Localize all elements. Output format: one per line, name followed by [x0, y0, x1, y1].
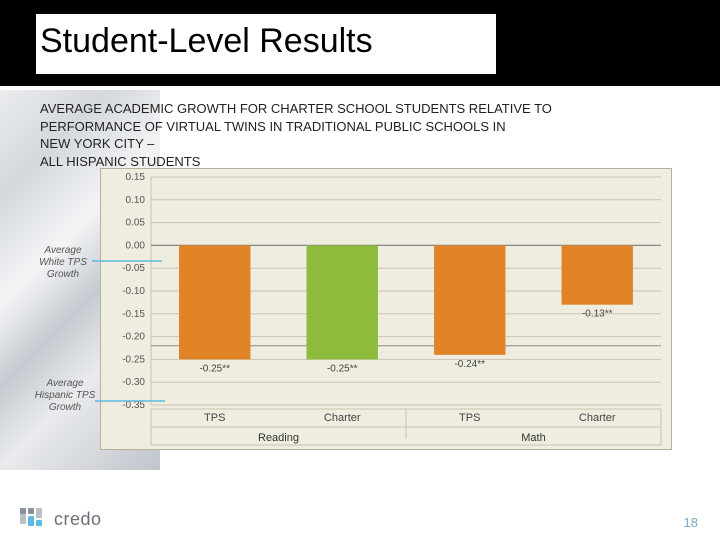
svg-text:Math: Math [521, 432, 545, 444]
svg-text:Charter: Charter [324, 412, 361, 424]
svg-text:-0.15: -0.15 [122, 309, 145, 320]
bar-chart: 0.15 0.10 0.05 0.00 -0.05 -0.10 -0.15 -0.20 -0.2… [101, 169, 671, 449]
subtitle-line-3: NEW YORK CITY – [40, 136, 154, 151]
svg-text:-0.20: -0.20 [122, 332, 145, 343]
svg-text:Reading: Reading [258, 432, 299, 444]
svg-text:0.10: 0.10 [126, 195, 146, 206]
svg-text:0.05: 0.05 [126, 218, 146, 229]
svg-text:-0.13**: -0.13** [582, 309, 613, 320]
svg-text:-0.24**: -0.24** [454, 359, 485, 370]
credo-logo: credo [20, 506, 102, 532]
svg-text:-0.25**: -0.25** [199, 363, 230, 374]
subtitle-line-1: AVERAGE ACADEMIC GROWTH FOR CHARTER SCHO… [40, 101, 552, 116]
white-pointer [92, 260, 162, 262]
svg-text:TPS: TPS [204, 412, 225, 424]
logo-text: credo [54, 509, 102, 530]
svg-text:-0.25: -0.25 [122, 354, 145, 365]
logo-mark [20, 508, 48, 530]
avg-hispanic-tps-label: Average Hispanic TPS Growth [34, 378, 96, 414]
subtitle-block: AVERAGE ACADEMIC GROWTH FOR CHARTER SCHO… [40, 100, 690, 170]
subtitle-line-2: PERFORMANCE OF VIRTUAL TWINS IN TRADITIO… [40, 119, 506, 134]
svg-text:-0.05: -0.05 [122, 263, 145, 274]
svg-text:Charter: Charter [579, 412, 616, 424]
hispanic-pointer [95, 400, 165, 402]
svg-text:0.00: 0.00 [126, 240, 146, 251]
svg-text:0.15: 0.15 [126, 172, 146, 183]
svg-text:-0.25**: -0.25** [327, 363, 358, 374]
svg-text:TPS: TPS [459, 412, 480, 424]
page-title: Student-Level Results [40, 22, 373, 61]
page-number: 18 [684, 515, 698, 530]
chart-container: 0.15 0.10 0.05 0.00 -0.05 -0.10 -0.15 -0.20 -0.2… [100, 168, 672, 450]
svg-text:-0.30: -0.30 [122, 377, 145, 388]
avg-white-tps-label: Average White TPS Growth [34, 245, 92, 281]
svg-text:-0.10: -0.10 [122, 286, 145, 297]
subtitle-line-4: ALL HISPANIC STUDENTS [40, 154, 200, 169]
